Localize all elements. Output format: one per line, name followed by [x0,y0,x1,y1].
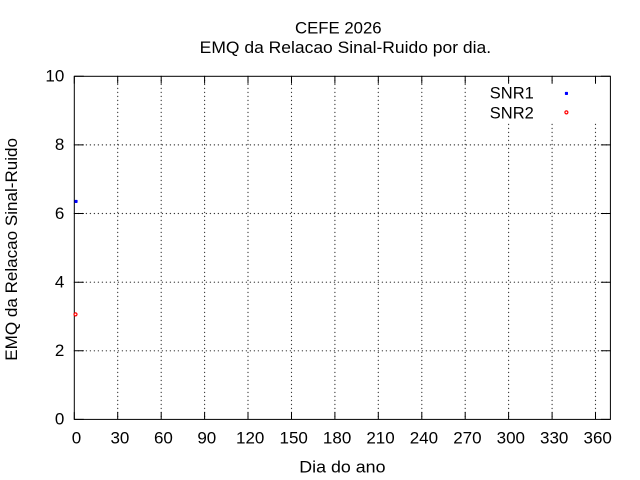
svg-text:210: 210 [366,429,394,448]
svg-text:4: 4 [55,273,64,292]
svg-text:Dia do ano: Dia do ano [299,458,385,477]
svg-text:SNR2: SNR2 [490,103,534,122]
svg-text:10: 10 [45,67,64,86]
svg-text:150: 150 [280,429,308,448]
svg-text:330: 330 [540,429,568,448]
svg-text:EMQ da Relacao Sinal-Ruido por: EMQ da Relacao Sinal-Ruido por dia. [200,38,491,57]
svg-text:300: 300 [497,429,525,448]
svg-text:120: 120 [236,429,264,448]
svg-text:0: 0 [55,410,64,429]
svg-text:CEFE 2026: CEFE 2026 [295,19,382,38]
svg-text:EMQ da Relacao Sinal-Ruido: EMQ da Relacao Sinal-Ruido [2,138,21,361]
svg-text:SNR1: SNR1 [490,84,534,103]
svg-text:90: 90 [197,429,216,448]
svg-text:0: 0 [72,429,81,448]
svg-text:240: 240 [410,429,438,448]
svg-text:30: 30 [110,429,129,448]
svg-text:2: 2 [55,341,64,360]
svg-text:8: 8 [55,135,64,154]
svg-text:180: 180 [323,429,351,448]
svg-text:360: 360 [584,429,612,448]
svg-text:270: 270 [453,429,481,448]
svg-text:6: 6 [55,204,64,223]
svg-text:60: 60 [154,429,173,448]
